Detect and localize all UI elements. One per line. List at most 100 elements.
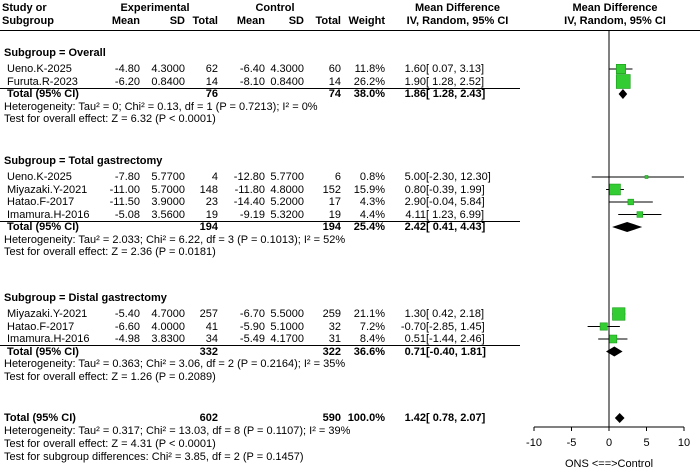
subtotal-rule [0,87,520,89]
md-ci: [ 1.23, 6.99] [426,208,485,221]
x-tick-label: -5 [567,437,577,449]
exp-sd: 3.9000 [151,196,185,208]
subtotal-label: Total (95% CI) [7,88,79,100]
ctl-sd: 5.2000 [270,196,304,208]
ctl-sd: 4.3000 [270,63,304,75]
md-ci: [ 1.28, 2.52] [426,75,485,88]
subtotal-label: Total (95% CI) [7,221,79,233]
ctl-mean: -6.70 [239,308,265,320]
header-plot-line1: Mean Difference [572,2,658,14]
effect-square [608,334,618,344]
effect-square [636,211,643,218]
ctl-total: 6 [334,171,341,183]
ctl-total: 590 [322,412,341,424]
md-ci: [ 0.42, 2.18] [426,308,485,320]
ctl-mean: -6.40 [239,63,265,75]
exp-total: 4 [211,171,218,183]
md-ci: [-2.30, 12.30] [426,171,491,183]
ctl-total: 74 [328,88,341,100]
exp-total: 62 [205,63,218,75]
exp-sd: 3.8300 [151,333,185,345]
study-name: Furuta.R-2023 [7,75,78,88]
md-ci: [-0.39, 1.99] [426,183,485,196]
header-rule [0,30,700,31]
weight: 36.6% [353,345,385,358]
md-value: 0.80 [404,183,426,196]
ctl-total: 259 [322,308,341,320]
weight: 8.4% [359,333,385,345]
exp-mean: -4.80 [114,63,140,75]
ctl-sd: 5.5000 [270,308,304,320]
exp-mean: -4.98 [114,333,140,345]
weight: 21.1% [353,308,385,320]
exp-total: 76 [205,88,218,100]
exp-total: 23 [205,196,218,208]
header-weight: Weight [348,15,385,27]
exp-sd: 4.7000 [151,308,185,320]
weight: 38.0% [353,88,385,100]
ctl-total: 31 [328,333,341,345]
subtotal-rule [0,345,520,346]
effect-square [644,175,649,179]
md-value: 2.90 [404,196,426,208]
heterogeneity-text: Heterogeneity: Tau² = 0.363; Chi² = 3.06… [4,358,346,370]
exp-mean: -5.40 [114,308,140,320]
study-name: Hatao.F-2017 [7,196,75,208]
md-value: 0.51 [404,333,426,345]
header-ctl-mean: Mean [236,15,265,27]
ctl-mean: -8.10 [239,75,265,88]
ctl-total: 60 [328,63,341,75]
md-ci: [-1.44, 2.46] [426,333,485,345]
exp-total: 148 [199,183,218,196]
md-value: 1.90 [404,75,426,88]
exp-total: 194 [199,221,218,233]
subtotal-label: Total (95% CI) [7,345,79,358]
study-name: Imamura.H-2016 [7,208,90,221]
heterogeneity-text: Heterogeneity: Tau² = 2.033; Chi² = 6.22… [4,233,346,246]
study-name: Hatao.F-2017 [7,320,75,333]
exp-total: 602 [199,412,218,424]
exp-mean: -11.50 [109,196,140,208]
header-control: Control [255,2,295,14]
ctl-total: 194 [322,221,341,233]
ctl-mean: -11.80 [234,183,265,196]
ctl-mean: -12.80 [233,171,265,183]
exp-mean: -7.80 [114,171,140,183]
exp-total: 257 [199,308,218,320]
weight: 100.0% [347,412,385,424]
study-name: Ueno.K-2025 [7,63,72,75]
header-ctl-total: Total [315,15,341,27]
exp-mean: -11.00 [109,183,140,196]
md-ci: [ 0.07, 3.13] [426,63,485,75]
ctl-mean: -5.90 [239,320,265,333]
header-experimental: Experimental [120,2,190,14]
md-value: 1.30 [404,308,426,320]
subgroup-title: Subgroup = Total gastrectomy [4,155,163,167]
header-md-line2: IV, Random, 95% CI [406,15,509,27]
x-tick-label: 10 [678,437,690,449]
weight: 4.3% [359,196,385,208]
md-ci: [ 0.78, 2.07] [426,412,486,424]
overall-effect-text: Test for overall effect: Z = 2.36 (P = 0… [4,246,216,258]
subgroup-title: Subgroup = Overall [4,47,106,59]
effect-square [627,198,634,206]
header-subgroup: Subgroup [2,15,54,27]
md-value: 1.42 [404,412,426,424]
exp-total: 332 [199,345,218,358]
md-value: -0.70 [400,320,426,333]
pooled-diamond [612,222,643,232]
ctl-mean: -9.19 [239,208,265,221]
md-ci: [-2.85, 1.45] [426,320,485,333]
effect-square [599,322,608,331]
header-plot-line2: IV, Random, 95% CI [564,15,666,27]
md-value: 2.42 [404,221,426,233]
weight: 26.2% [353,75,385,88]
overall-effect-text: Test for overall effect: Z = 1.26 (P = 0… [4,370,216,383]
effect-square [612,307,626,321]
x-tick-label: -10 [526,437,542,449]
effect-square [616,64,626,74]
md-ci: [ 1.28, 2.43] [426,88,486,100]
study-name: Miyazaki.Y-2021 [7,183,88,196]
header-exp-total: Total [192,15,218,27]
